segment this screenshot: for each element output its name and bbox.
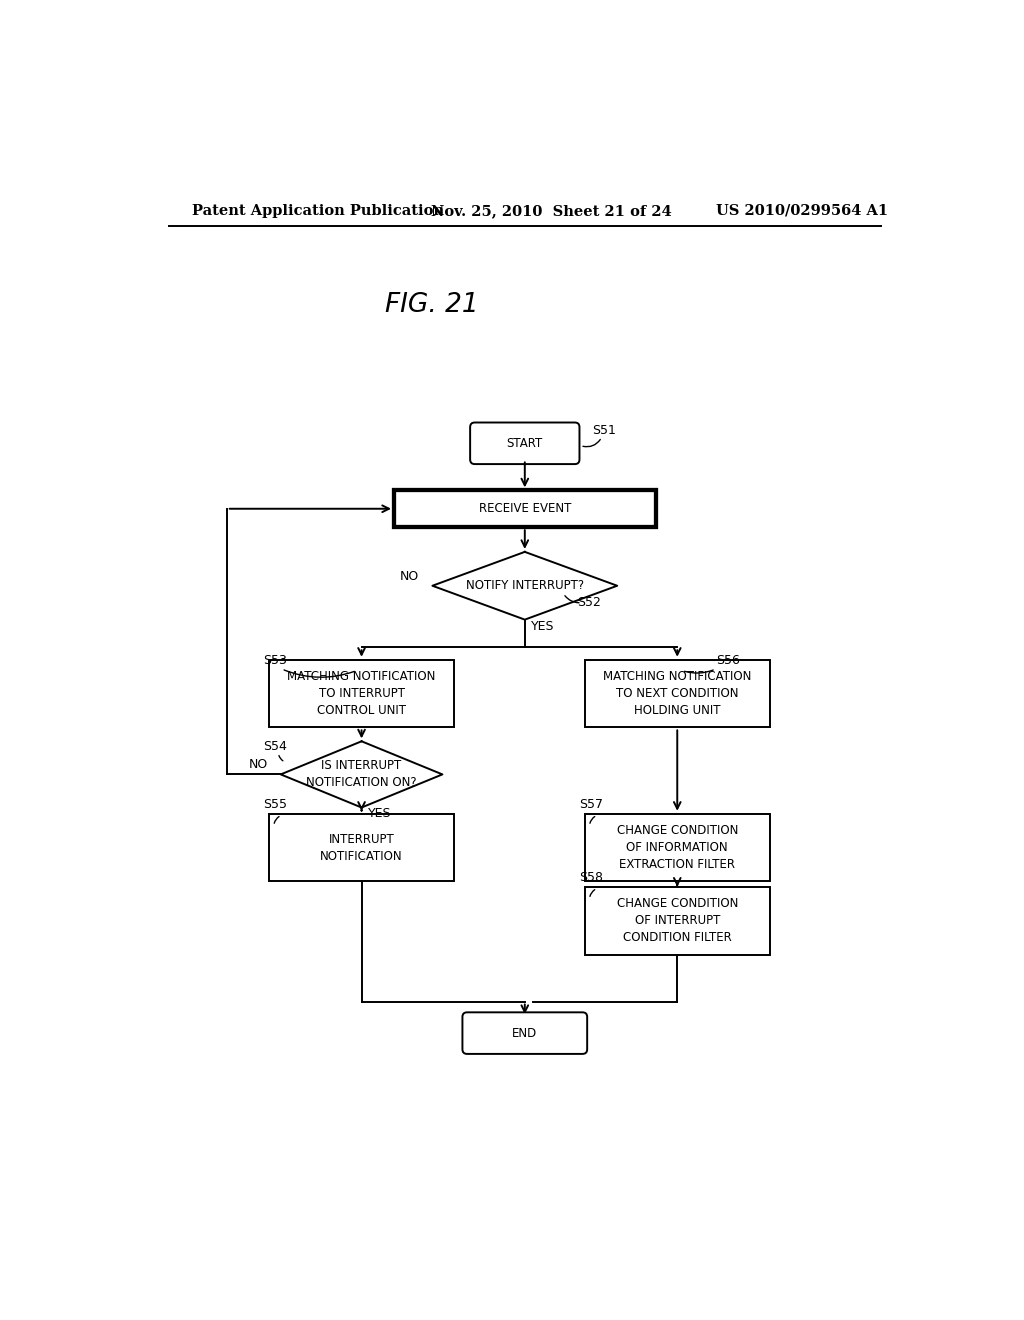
Bar [269, 813, 454, 882]
Bar [269, 660, 454, 727]
Text: S51: S51 [593, 424, 616, 437]
Bar [394, 490, 655, 527]
Text: S53: S53 [263, 655, 287, 668]
Text: CHANGE CONDITION
OF INFORMATION
EXTRACTION FILTER: CHANGE CONDITION OF INFORMATION EXTRACTI… [616, 824, 738, 871]
FancyBboxPatch shape [463, 1012, 587, 1053]
Text: IS INTERRUPT
NOTIFICATION ON?: IS INTERRUPT NOTIFICATION ON? [306, 759, 417, 789]
Text: S56: S56 [716, 655, 739, 668]
Text: S55: S55 [263, 797, 287, 810]
Text: US 2010/0299564 A1: US 2010/0299564 A1 [716, 203, 888, 218]
Text: MATCHING NOTIFICATION
TO INTERRUPT
CONTROL UNIT: MATCHING NOTIFICATION TO INTERRUPT CONTR… [288, 671, 436, 717]
Text: FIG. 21: FIG. 21 [385, 292, 478, 318]
Text: END: END [512, 1027, 538, 1040]
Text: INTERRUPT
NOTIFICATION: INTERRUPT NOTIFICATION [321, 833, 402, 862]
Bar [585, 660, 770, 727]
Bar [585, 813, 770, 882]
Bar [585, 887, 770, 954]
Text: NO: NO [400, 570, 419, 582]
Text: NOTIFY INTERRUPT?: NOTIFY INTERRUPT? [466, 579, 584, 593]
Text: CHANGE CONDITION
OF INTERRUPT
CONDITION FILTER: CHANGE CONDITION OF INTERRUPT CONDITION … [616, 898, 738, 944]
Text: RECEIVE EVENT: RECEIVE EVENT [478, 502, 571, 515]
Text: S57: S57 [579, 797, 603, 810]
Text: NO: NO [249, 758, 267, 771]
Text: Nov. 25, 2010  Sheet 21 of 24: Nov. 25, 2010 Sheet 21 of 24 [431, 203, 672, 218]
Text: S52: S52 [578, 595, 601, 609]
FancyBboxPatch shape [470, 422, 580, 465]
Text: S54: S54 [263, 739, 287, 752]
Text: YES: YES [368, 807, 391, 820]
Text: S58: S58 [579, 871, 603, 883]
Text: Patent Application Publication: Patent Application Publication [193, 203, 444, 218]
Text: START: START [507, 437, 543, 450]
Text: YES: YES [531, 620, 554, 634]
Text: MATCHING NOTIFICATION
TO NEXT CONDITION
HOLDING UNIT: MATCHING NOTIFICATION TO NEXT CONDITION … [603, 671, 752, 717]
